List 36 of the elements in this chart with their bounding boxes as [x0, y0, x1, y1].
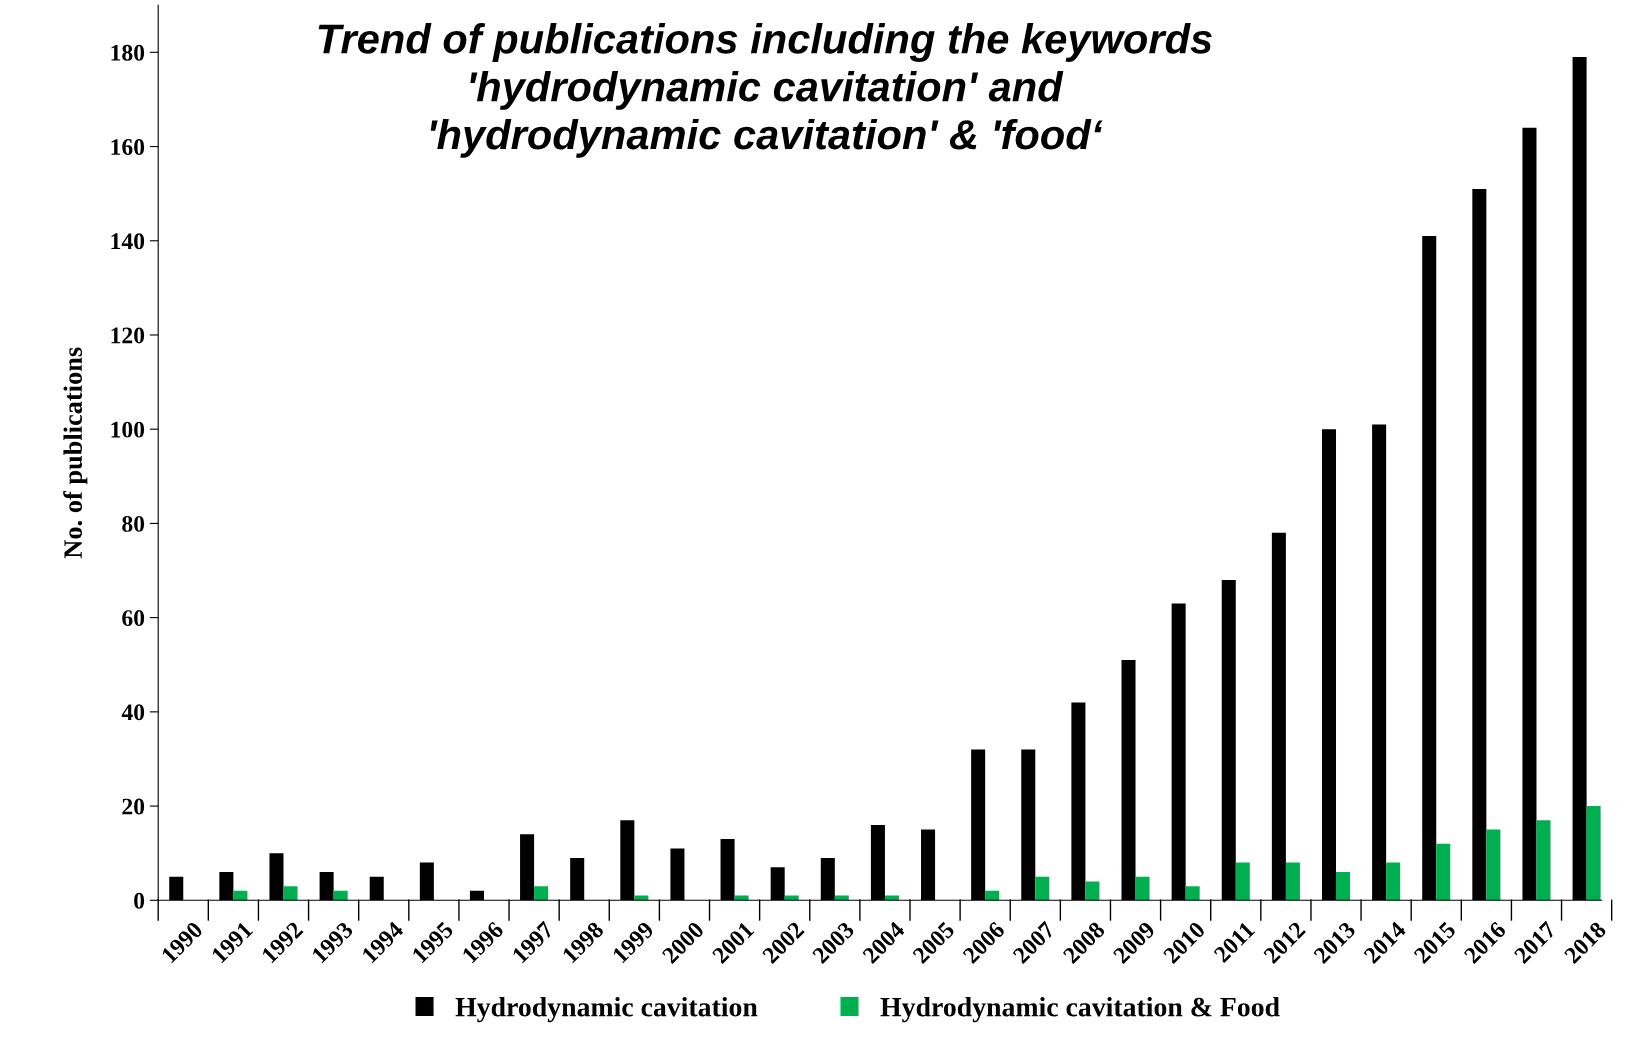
bar	[1135, 876, 1150, 901]
bar	[283, 886, 298, 901]
y-tick-label: 40	[121, 704, 145, 721]
text: Trend of publications including the keywords 'hydrodynamic cavitation' and 'hydrodynamic cavitation' & 'food‘	[318, 23, 1212, 158]
x-tick-label: 1999	[611, 920, 655, 964]
y-tick-label: 120	[111, 327, 145, 344]
y-tick-label: 0	[134, 892, 145, 909]
y-tick-label: 100	[111, 421, 145, 438]
y-tick-label: 80	[122, 515, 145, 532]
x-tick-label: 2011	[1213, 921, 1256, 964]
bar	[1486, 829, 1501, 901]
x-tick-label: 1991	[210, 921, 254, 964]
x-tick-label: 1990	[160, 920, 204, 964]
bar	[333, 890, 348, 901]
x-tick-label: 1993	[311, 920, 354, 964]
bar	[985, 890, 1000, 901]
bar	[1436, 843, 1451, 901]
bar	[1285, 862, 1300, 901]
y-tick-label: 180	[111, 44, 145, 61]
y-tick-label: 160	[111, 139, 145, 155]
bar	[1035, 876, 1050, 901]
bar	[233, 890, 248, 901]
bar	[1586, 806, 1601, 901]
bar	[534, 886, 549, 901]
y-tick-label: 140	[111, 233, 145, 250]
bar	[1085, 881, 1100, 901]
y-axis-title: No. of publications	[63, 347, 88, 559]
bar	[1536, 820, 1551, 901]
legend-label: Hydrodynamic cavitation	[455, 996, 758, 1023]
y-tick-label: 20	[122, 798, 145, 815]
bar	[1336, 872, 1351, 901]
bar	[1386, 862, 1401, 901]
legend-label: Hydrodynamic cavitation & Food	[880, 996, 1280, 1023]
bar	[1185, 886, 1200, 901]
bar	[1235, 862, 1250, 901]
y-tick-label: 60	[122, 610, 145, 627]
